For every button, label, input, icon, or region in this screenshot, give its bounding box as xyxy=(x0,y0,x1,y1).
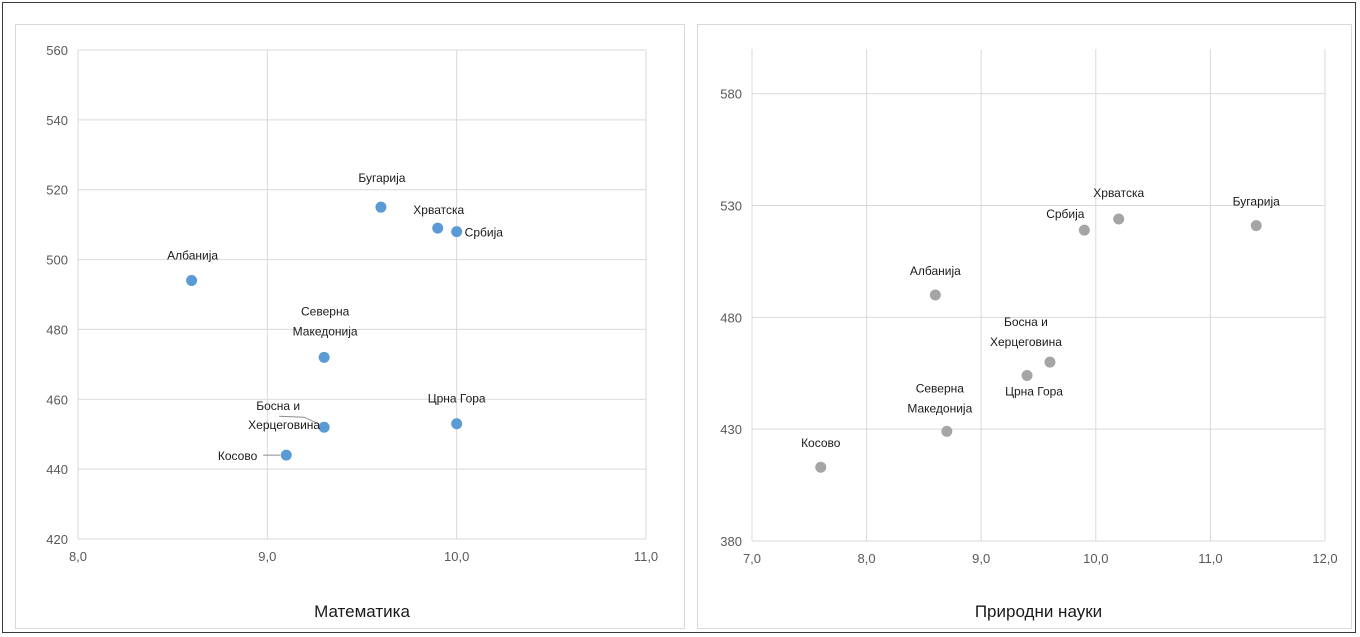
data-point-босна-и-херцеговина xyxy=(318,421,330,433)
data-point-босна-и-херцеговина xyxy=(1044,356,1056,368)
data-label: Северна Македонија xyxy=(907,381,972,415)
data-point-црна-гора xyxy=(451,418,463,430)
y-tick-label: 460 xyxy=(46,392,68,407)
data-label: Босна и Херцеговина xyxy=(248,399,320,432)
y-tick-label: 500 xyxy=(46,253,68,268)
y-tick-label: 480 xyxy=(46,322,68,337)
x-tick-label: 10,0 xyxy=(1083,551,1108,566)
y-tick-label: 520 xyxy=(46,183,68,198)
x-axis-title: Математика xyxy=(314,602,410,621)
data-point-северна-македонија xyxy=(318,351,330,363)
data-point-хрватска xyxy=(1113,213,1125,225)
data-label: Северна Македонија xyxy=(293,304,358,338)
y-tick-label: 380 xyxy=(720,534,742,549)
chart-panel-mathematics: 420 440 460 480 500 520 540 560 8,0 9,0 10,0 11,0 Ма… xyxy=(15,24,685,629)
x-tick-label: 8,0 xyxy=(858,551,876,566)
data-label: Бугарија xyxy=(1233,195,1280,209)
x-tick-label: 7,0 xyxy=(743,551,761,566)
y-tick-label: 530 xyxy=(720,199,742,214)
data-label: Србија xyxy=(1046,207,1085,221)
data-point-бугарија xyxy=(1250,220,1262,232)
data-label: Хрватска xyxy=(1093,186,1144,200)
y-tick-label: 540 xyxy=(46,113,68,128)
data-point-косово xyxy=(280,449,292,461)
data-label: Црна Гора xyxy=(1005,385,1063,399)
scatter-chart-mathematics: 420 440 460 480 500 520 540 560 8,0 9,0 10,0 11,0 Ма… xyxy=(46,43,658,621)
data-point-албанија xyxy=(186,275,198,287)
data-point-црна-гора xyxy=(1021,370,1033,382)
data-point-северна-македонија xyxy=(941,425,953,437)
data-label: Црна Гора xyxy=(428,392,486,406)
label-leader-line xyxy=(279,415,320,425)
x-tick-label: 9,0 xyxy=(972,551,990,566)
y-tick-label: 580 xyxy=(720,87,742,102)
data-label: Хрватска xyxy=(413,203,464,217)
data-point-хрватска xyxy=(432,222,444,234)
x-tick-label: 8,0 xyxy=(69,549,87,564)
chart-panel-natural-sciences: 380 430 480 530 580 7,0 8,0 9,0 10,0 11,0 12,0 Прир… xyxy=(697,24,1352,629)
y-tick-label: 440 xyxy=(46,462,68,477)
data-label: Косово xyxy=(218,449,258,463)
scatter-chart-natural-sciences: 380 430 480 530 580 7,0 8,0 9,0 10,0 11,0 12,0 Прир… xyxy=(720,49,1338,621)
y-tick-label: 420 xyxy=(46,532,68,547)
x-tick-label: 11,0 xyxy=(1198,551,1222,566)
x-axis-title: Природни науки xyxy=(975,602,1102,621)
data-label: Србија xyxy=(465,226,504,240)
y-tick-label: 480 xyxy=(720,310,742,325)
data-label: Косово xyxy=(801,436,841,450)
x-tick-label: 11,0 xyxy=(634,549,658,564)
x-tick-label: 9,0 xyxy=(258,549,276,564)
data-label: Албанија xyxy=(167,249,218,263)
y-tick-label: 560 xyxy=(46,43,68,58)
data-point-србија xyxy=(451,226,463,238)
data-point-бугарија xyxy=(375,201,387,213)
data-point-албанија xyxy=(929,289,941,301)
data-point-србија xyxy=(1078,224,1090,236)
x-tick-label: 12,0 xyxy=(1312,551,1337,566)
data-point-косово xyxy=(815,461,827,473)
data-label: Босна и Херцеговина xyxy=(990,315,1062,349)
data-label: Бугарија xyxy=(358,171,405,185)
y-tick-label: 430 xyxy=(720,422,742,437)
x-tick-label: 10,0 xyxy=(444,549,469,564)
data-label: Албанија xyxy=(910,264,961,278)
